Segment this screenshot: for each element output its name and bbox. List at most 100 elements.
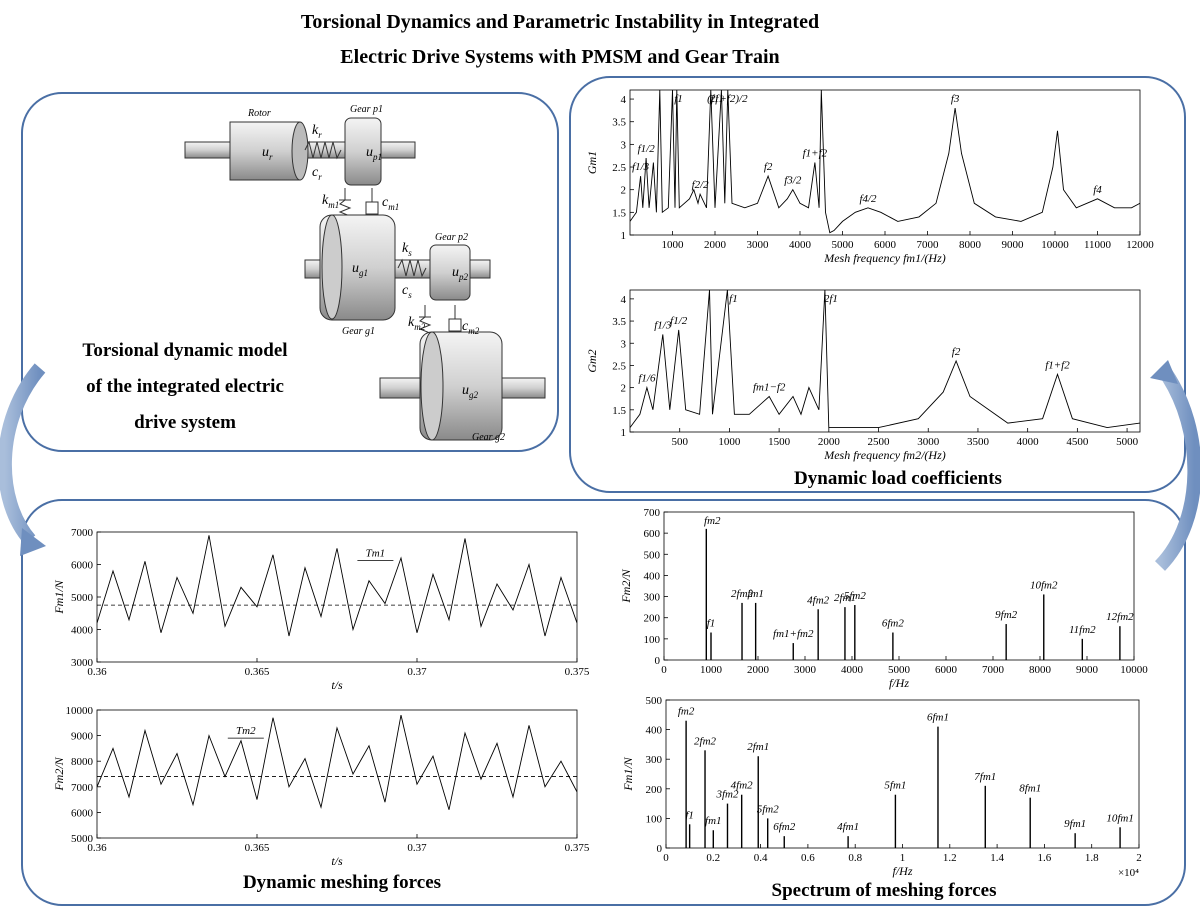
model-symbol: up2 <box>452 265 469 282</box>
peak-label: fm1+fm2 <box>773 628 814 640</box>
plot-area <box>685 720 1121 848</box>
x-tick-label: 5000 <box>832 239 855 251</box>
y-tick-label: 700 <box>644 507 661 519</box>
symbol-sub: p1 <box>372 152 382 162</box>
peak-label: 6fm2 <box>882 618 905 630</box>
x-axis-label: Mesh frequency fm1/(Hz) <box>823 251 946 265</box>
peak-label: 9fm1 <box>1064 818 1086 830</box>
flow-arrow <box>1154 368 1200 571</box>
y-tick-label: 7000 <box>71 782 94 794</box>
peak-label: f1/3 <box>654 319 672 331</box>
load-panel <box>569 76 1186 493</box>
series-line <box>630 90 1140 234</box>
x-tick-label: 7000 <box>982 664 1005 676</box>
peak-label: 12fm2 <box>1106 611 1134 623</box>
plot-area <box>97 535 577 637</box>
symbol-base: u <box>366 145 373 160</box>
peak-label: 2f1 <box>710 93 724 105</box>
y-tick-label: 2.5 <box>612 162 626 174</box>
symbol-base: u <box>452 265 459 280</box>
model-symbol: cm1 <box>382 195 399 212</box>
x-tick-label: 10000 <box>1120 664 1148 676</box>
spring <box>397 258 427 278</box>
model-symbol: ur <box>262 145 273 162</box>
period-label: Tm1 <box>366 548 386 560</box>
peak-label: (f1+f2)/2 <box>707 93 748 105</box>
x-axis-label: Mesh frequency fm2/(Hz) <box>823 448 946 462</box>
x-tick-label: 3500 <box>967 436 990 448</box>
x-tick-label: 0.375 <box>565 842 590 854</box>
peak-label: f1/6 <box>638 373 656 385</box>
gear-face <box>321 214 343 320</box>
y-tick-label: 3 <box>621 338 627 350</box>
peak-label: f2/2 <box>692 179 710 191</box>
plot-frame <box>663 511 1135 661</box>
y-axis-label: Fm2/N <box>52 756 66 791</box>
x-tick-label: 1000 <box>662 239 685 251</box>
x-tick-label: 4000 <box>789 239 812 251</box>
x-tick-label: 1 <box>900 852 906 864</box>
y-axis-label: Fm1/N <box>621 756 635 791</box>
model-symbol: cm2 <box>462 319 480 336</box>
symbol-sub: s <box>408 290 412 300</box>
y-tick-label: 200 <box>646 784 663 796</box>
model-symbol: ks <box>402 241 412 258</box>
x-tick-label: 0.2 <box>706 852 720 864</box>
model-caption: drive system <box>134 412 236 433</box>
part-name: Gear g1 <box>342 326 375 337</box>
symbol-sub: s <box>408 248 412 258</box>
x-tick-label: 2000 <box>818 436 841 448</box>
model-symbol: up1 <box>366 145 382 162</box>
x-tick-label: 0.37 <box>407 842 427 854</box>
spectrum-caption: Spectrum of meshing forces <box>772 880 997 901</box>
y-tick-label: 4 <box>621 94 627 106</box>
peak-label: 5fm2 <box>844 590 867 602</box>
peak-label: f1+f2 <box>803 148 828 160</box>
peak-label: fm2 <box>704 515 721 527</box>
symbol-sub: g2 <box>469 390 479 400</box>
part-name: Gear g2 <box>472 432 505 443</box>
y-tick-label: 2.5 <box>612 360 626 372</box>
peak-label: f4/2 <box>859 193 877 205</box>
rotor-face <box>291 121 309 181</box>
series-line <box>630 290 1140 429</box>
symbol-base: c <box>462 319 469 334</box>
x-tick-label: 500 <box>671 436 688 448</box>
symbol-sub: m1 <box>328 200 339 210</box>
peak-label: 11fm2 <box>1069 624 1096 636</box>
symbol-base: u <box>462 383 469 398</box>
model-symbol: cs <box>402 283 412 300</box>
y-tick-label: 3.5 <box>612 316 626 328</box>
x-tick-label: 11000 <box>1084 239 1112 251</box>
peak-label: f1/2 <box>670 315 688 327</box>
peak-label: 4fm2 <box>807 594 830 606</box>
symbol-base: u <box>262 145 269 160</box>
symbol-sub: m2 <box>414 322 425 332</box>
part-name: Rotor <box>247 108 271 119</box>
y-tick-label: 3.5 <box>612 117 626 129</box>
y-tick-label: 10000 <box>66 705 94 717</box>
x-tick-label: 3000 <box>794 664 817 676</box>
x-tick-label: 5000 <box>888 664 911 676</box>
x-tick-label: 7000 <box>917 239 940 251</box>
y-tick-label: 2 <box>621 383 627 395</box>
peak-label: 2fm1 <box>747 741 769 753</box>
peak-label: 9fm2 <box>995 609 1018 621</box>
x-tick-label: 9000 <box>1076 664 1099 676</box>
peak-label: 6fm2 <box>773 821 796 833</box>
x-tick-label: 1.8 <box>1085 852 1099 864</box>
model-panel <box>21 92 559 452</box>
peak-label: 4fm1 <box>837 821 859 833</box>
y-tick-label: 8000 <box>71 756 94 768</box>
y-axis-label: Fm1/N <box>52 579 66 614</box>
y-axis-label: Gm2 <box>585 349 599 372</box>
x-tick-label: 0.365 <box>245 842 270 854</box>
plot-area <box>630 90 1140 234</box>
symbol-sub: m1 <box>388 202 399 212</box>
y-tick-label: 0 <box>655 655 661 667</box>
x-tick-label: 1000 <box>700 664 723 676</box>
y-tick-label: 3 <box>621 139 627 151</box>
peak-label: 3fm2 <box>715 789 739 801</box>
peak-label: fm1 <box>705 815 722 827</box>
peak-label: 5fm1 <box>884 780 906 792</box>
